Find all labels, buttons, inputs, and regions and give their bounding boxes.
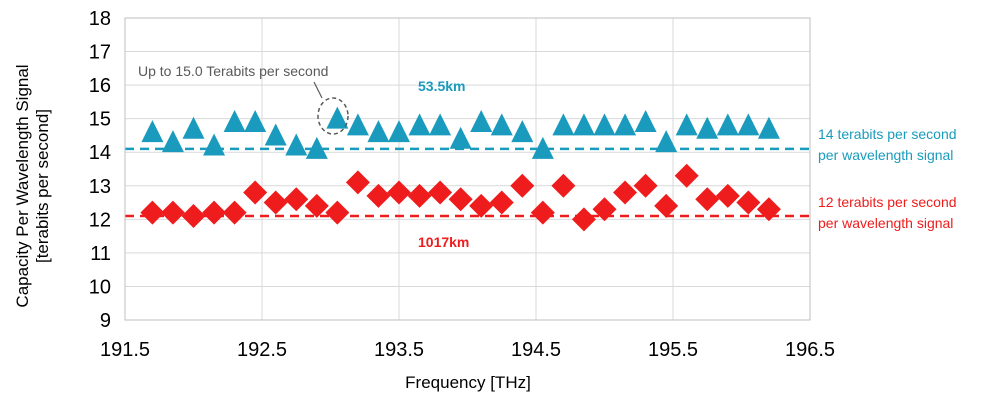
y-axis-title-line2: [terabits per second] [33, 109, 52, 263]
ref-label-14-line1: 14 terabits per second [818, 126, 957, 142]
diamond-point [756, 197, 781, 222]
triangle-point [429, 113, 452, 136]
diamond-point [695, 187, 720, 212]
series-label-1017km: 1017km [418, 234, 469, 250]
triangle-point [511, 120, 534, 143]
diamond-point [284, 187, 309, 212]
annotation-leader [313, 81, 323, 99]
triangle-point [223, 110, 246, 133]
triangle-point [470, 110, 493, 133]
diamond-point [387, 180, 411, 205]
y-tick-label: 9 [100, 310, 111, 332]
x-tick-label: 191.5 [100, 339, 150, 361]
diamond-point [510, 173, 535, 198]
triangle-point [285, 133, 308, 156]
diamond-point [407, 183, 432, 208]
diamond-point [633, 173, 658, 198]
triangle-point [634, 110, 657, 133]
y-tick-label: 15 [89, 109, 111, 131]
diamond-point [222, 200, 247, 225]
y-tick-label: 16 [89, 75, 111, 97]
diamond-point [366, 183, 391, 208]
triangle-point [490, 113, 513, 136]
diamond-point [263, 190, 288, 215]
triangle-point [757, 116, 780, 139]
x-tick-label: 196.5 [785, 339, 835, 361]
diamond-point [325, 200, 350, 225]
y-axis-title: Capacity Per Wavelength Signal [terabits… [13, 64, 52, 307]
diamond-point [551, 173, 576, 198]
diamond-point [345, 170, 370, 195]
y-tick-label: 10 [89, 276, 111, 298]
x-tick-label: 192.5 [237, 339, 287, 361]
diamond-point [202, 200, 227, 225]
triangle-point [572, 113, 595, 136]
y-tick-label: 18 [89, 8, 111, 30]
triangle-point [244, 110, 267, 133]
y-axis-title-line1: Capacity Per Wavelength Signal [13, 64, 32, 307]
diamond-point [489, 190, 514, 215]
diamond-point [140, 200, 165, 225]
plot-area-frame [124, 17, 811, 321]
diamond-point [613, 180, 638, 205]
diamond-point [530, 200, 555, 225]
diamond-point [654, 193, 679, 218]
x-tick-label: 193.5 [374, 339, 424, 361]
diamond-point [674, 163, 699, 188]
triangle-point [367, 120, 390, 143]
diamond-point [181, 203, 206, 228]
diamond-point [736, 190, 761, 215]
triangle-point [182, 116, 205, 139]
triangle-point [614, 113, 637, 136]
triangle-point [305, 136, 328, 159]
y-tick-label: 13 [89, 176, 111, 198]
triangle-point [141, 120, 164, 143]
ref-label-12-line2: per wavelength signal [818, 215, 953, 231]
diamond-point [715, 183, 740, 208]
diamond-point [448, 187, 473, 212]
diamond-point [592, 197, 617, 222]
triangle-point [552, 113, 575, 136]
ref-label-14-line2: per wavelength signal [818, 147, 953, 163]
triangle-point [449, 126, 472, 149]
x-axis-title: Frequency [THz] [405, 373, 531, 392]
triangle-point [531, 136, 554, 159]
diamond-point [304, 193, 329, 218]
diamond-point [160, 200, 185, 225]
triangle-point [326, 106, 349, 129]
annotation: Up to 15.0 Terabits per second [138, 63, 349, 135]
triangle-point [655, 130, 678, 153]
triangle-point [696, 116, 719, 139]
triangle-point [593, 113, 616, 136]
ref-label-12-line1: 12 terabits per second [818, 194, 957, 210]
x-tick-label: 195.5 [648, 339, 698, 361]
diamond-point [428, 180, 453, 205]
diamond-point [571, 207, 596, 232]
triangle-point [388, 120, 410, 143]
axes: 9 10 11 12 13 14 15 16 17 18 191.5 192.5 193.5 194.5 1… [89, 8, 835, 361]
triangle-point [716, 113, 739, 136]
diamond-point [469, 193, 494, 218]
annotation-circle [317, 97, 349, 135]
y-tick-label: 12 [89, 209, 111, 231]
triangle-point [346, 113, 369, 136]
x-tick-label: 194.5 [511, 339, 561, 361]
triangle-point [264, 123, 287, 146]
annotation-text: Up to 15.0 Terabits per second [138, 63, 328, 79]
triangle-point [737, 113, 760, 136]
triangle-point [408, 113, 431, 136]
triangle-point [203, 133, 226, 156]
y-tick-label: 14 [89, 142, 111, 164]
triangle-point [161, 130, 184, 153]
series-label-53-5km: 53.5km [418, 78, 465, 94]
diamond-point [243, 180, 268, 205]
reference-lines [125, 147, 810, 218]
y-tick-label: 17 [89, 42, 111, 64]
triangle-point [675, 113, 698, 136]
data-points [140, 106, 781, 232]
y-tick-label: 11 [90, 243, 111, 265]
